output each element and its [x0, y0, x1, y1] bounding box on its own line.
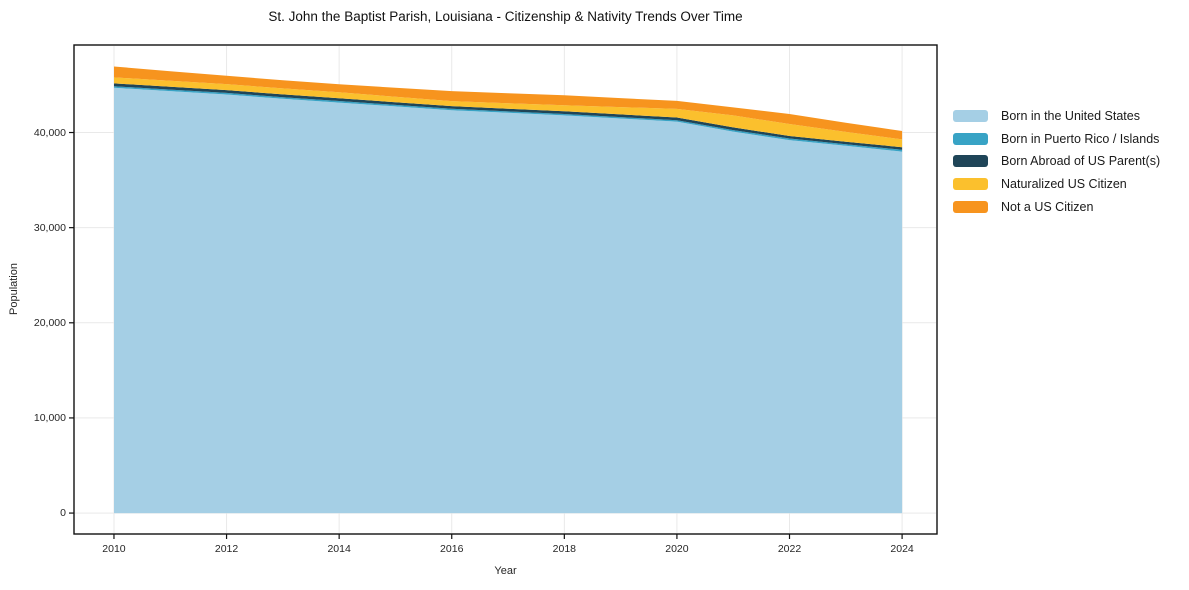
x-tick-label: 2018: [552, 543, 577, 555]
legend-item: Not a US Citizen: [953, 195, 1160, 218]
legend-swatch: [953, 132, 988, 145]
y-tick-label: 10,000: [33, 411, 66, 424]
y-tick-label: 40,000: [33, 126, 66, 139]
area-series-born-in-the-united-states: [114, 87, 903, 514]
plot-border: [73, 44, 938, 535]
legend-item: Naturalized US Citizen: [953, 173, 1160, 196]
legend-label: Not a US Citizen: [1001, 199, 1094, 214]
legend-label: Born in the United States: [1001, 109, 1140, 124]
y-axis-label: Population: [8, 263, 20, 315]
x-tick-label: 2020: [665, 543, 689, 555]
legend: Born in the United States Born in Puerto …: [953, 105, 1160, 218]
y-tick-label: 0: [60, 507, 66, 520]
x-tick-label: 2012: [214, 543, 239, 555]
legend-item: Born in Puerto Rico / Islands: [953, 128, 1160, 151]
legend-swatch: [953, 178, 988, 191]
area-series-not-a-us-citizen: [114, 66, 903, 140]
x-tick-label: 2014: [327, 543, 351, 555]
x-tick-label: 2022: [777, 543, 802, 555]
legend-label: Born in Puerto Rico / Islands: [1001, 131, 1160, 146]
x-tick-label: 2010: [102, 543, 126, 555]
x-tick-label: 2016: [440, 543, 464, 555]
legend-item: Born in the United States: [953, 105, 1160, 128]
x-tick-label: 2024: [890, 543, 914, 555]
legend-swatch: [953, 200, 988, 213]
legend-label: Naturalized US Citizen: [1001, 177, 1127, 192]
area-series-born-abroad-of-us-parent-s: [114, 83, 903, 150]
area-series-naturalized-us-citizen: [114, 77, 903, 148]
chart-title: St. John the Baptist Parish, Louisiana -…: [268, 9, 743, 24]
legend-label: Born Abroad of US Parent(s): [1001, 154, 1161, 169]
legend-swatch: [953, 155, 988, 168]
legend-item: Born Abroad of US Parent(s): [953, 150, 1160, 173]
legend-swatch: [953, 110, 988, 123]
y-tick-label: 30,000: [33, 221, 66, 234]
x-axis-label: Year: [494, 565, 517, 577]
y-tick-label: 20,000: [33, 316, 66, 329]
